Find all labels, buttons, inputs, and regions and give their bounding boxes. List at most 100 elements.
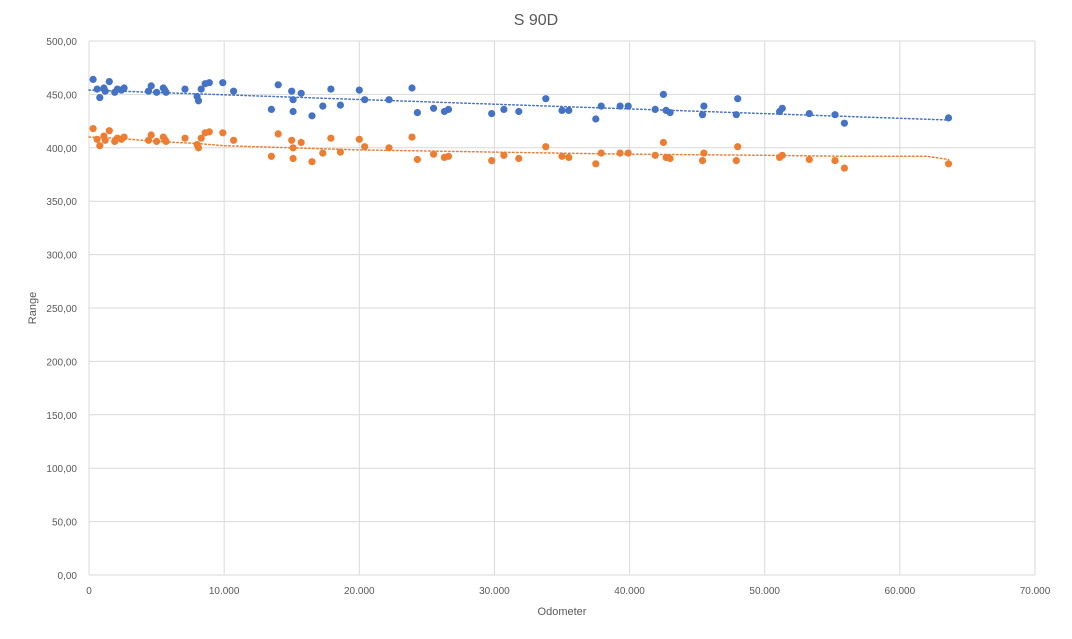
data-point-series-2	[181, 134, 189, 142]
data-point-series-1	[230, 87, 238, 95]
data-point-series-2	[297, 138, 305, 147]
data-point-series-2	[289, 144, 297, 152]
data-point-series-1	[840, 119, 849, 127]
y-tick-label: 200,00	[46, 357, 77, 368]
data-point-series-2	[289, 154, 297, 163]
data-point-series-1	[181, 85, 189, 93]
data-point-series-1	[408, 84, 416, 92]
y-tick-label: 400,00	[46, 144, 77, 155]
data-point-series-2	[413, 155, 421, 164]
trendlines	[88, 89, 950, 161]
data-point-series-1	[624, 102, 632, 110]
data-point-series-1	[288, 87, 296, 95]
y-tick-label: 150,00	[46, 411, 77, 422]
data-point-series-1	[592, 115, 600, 123]
data-point-series-2	[408, 133, 416, 141]
data-point-series-2	[666, 154, 674, 163]
data-point-series-2	[500, 151, 508, 159]
data-point-series-2	[444, 152, 453, 160]
data-point-series-2	[778, 151, 786, 159]
data-point-series-1	[267, 105, 275, 113]
data-point-series-1	[336, 101, 344, 109]
data-point-series-1	[659, 90, 668, 98]
data-point-series-1	[297, 89, 305, 97]
data-point-series-2	[288, 136, 296, 144]
data-point-series-1	[319, 102, 327, 110]
data-point-series-1	[162, 88, 170, 96]
data-point-series-1	[205, 79, 213, 87]
data-point-series-2	[153, 137, 161, 145]
data-point-series-2	[219, 129, 227, 137]
data-point-series-2	[105, 127, 113, 135]
data-point-series-2	[515, 154, 523, 163]
data-point-series-2	[840, 164, 849, 172]
data-point-series-2	[327, 134, 335, 142]
tick-labels: 0,00 50,00 100,00 150,00 200,00 250,00 300,00 3…	[46, 37, 1050, 597]
data-point-series-1	[651, 105, 659, 113]
data-point-series-1	[698, 111, 707, 119]
data-point-series-1	[444, 105, 453, 113]
data-point-series-1	[385, 96, 393, 104]
grid-lines	[88, 40, 1036, 576]
data-point-series-2	[651, 151, 659, 159]
data-point-series-1	[831, 111, 839, 119]
x-tick-label: 50.000	[749, 586, 780, 597]
data-point-series-1	[327, 85, 335, 93]
data-point-series-1	[500, 105, 508, 113]
data-point-series-1	[944, 114, 953, 122]
data-point-series-2	[147, 131, 155, 139]
x-tick-label: 10.000	[209, 586, 240, 597]
data-point-series-2	[96, 142, 104, 150]
x-tick-label: 30.000	[479, 586, 510, 597]
data-point-series-2	[831, 157, 839, 165]
data-point-series-1	[144, 87, 153, 95]
y-tick-label: 0,00	[58, 571, 78, 582]
y-axis-title: Range	[27, 292, 39, 324]
data-point-series-1	[778, 104, 786, 112]
y-tick-label: 50,00	[52, 518, 77, 529]
data-point-series-2	[385, 144, 393, 152]
data-point-series-1	[413, 109, 421, 117]
trendline-series-1	[88, 89, 950, 121]
data-point-series-2	[624, 149, 632, 157]
data-point-series-1	[700, 102, 708, 110]
data-point-series-1	[597, 102, 605, 110]
x-tick-label: 20.000	[344, 586, 375, 597]
data-point-series-1	[153, 88, 161, 96]
data-point-series-1	[289, 96, 297, 104]
data-point-series-2	[120, 133, 128, 141]
data-point-series-1	[732, 111, 740, 119]
data-point-series-2	[944, 160, 953, 168]
chart-title: S 90D	[514, 12, 558, 29]
data-point-series-2	[597, 149, 605, 157]
data-point-series-1	[805, 110, 813, 118]
data-point-series-1	[430, 104, 438, 112]
data-point-series-2	[616, 149, 624, 157]
data-point-series-1	[734, 95, 742, 103]
data-point-series-2	[592, 160, 600, 168]
data-point-series-2	[361, 143, 369, 151]
y-tick-label: 450,00	[46, 90, 77, 101]
data-point-series-2	[558, 152, 566, 160]
data-point-series-2	[805, 155, 813, 164]
data-point-series-2	[734, 143, 742, 151]
data-point-series-1	[197, 85, 205, 93]
data-point-series-2	[319, 149, 327, 157]
data-point-series-2	[700, 149, 708, 157]
data-point-series-1	[565, 106, 573, 114]
data-point-series-2	[93, 135, 101, 143]
data-point-series-1	[96, 94, 104, 102]
data-point-series-1	[515, 107, 523, 116]
data-point-series-1	[89, 75, 97, 83]
data-point-series-2	[274, 130, 282, 138]
data-point-series-1	[558, 106, 566, 114]
data-point-series-1	[105, 78, 113, 86]
data-point-series-1	[666, 109, 674, 117]
data-point-series-2	[101, 136, 109, 144]
y-tick-label: 100,00	[46, 464, 77, 475]
data-point-series-1	[308, 112, 316, 120]
data-point-series-2	[430, 150, 438, 158]
y-tick-label: 250,00	[46, 304, 77, 315]
x-tick-label: 0	[86, 586, 92, 597]
